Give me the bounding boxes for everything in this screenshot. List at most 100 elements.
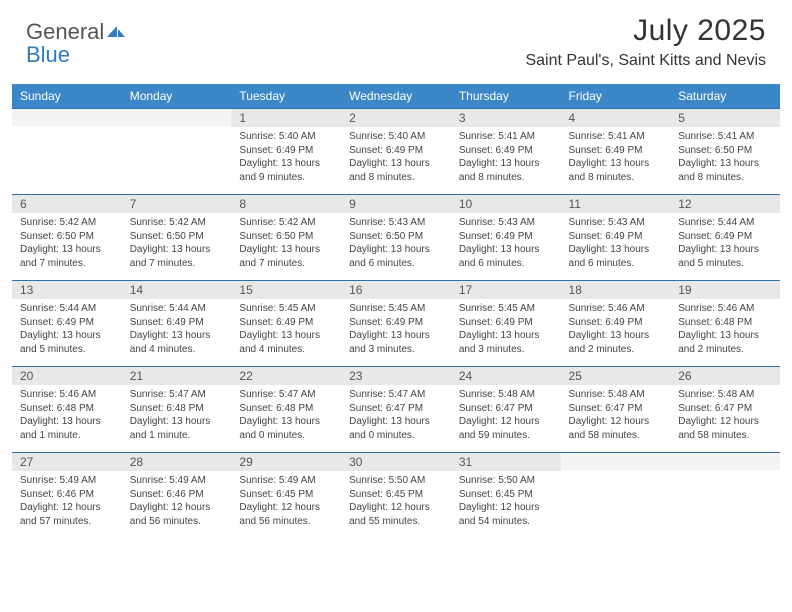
sunset-value: 6:47 PM [496,403,533,414]
calendar-day: 24Sunrise: 5:48 AMSunset: 6:47 PMDayligh… [451,367,561,453]
day-details: Sunrise: 5:49 AMSunset: 6:46 PMDaylight:… [12,471,122,532]
day-details: Sunrise: 5:43 AMSunset: 6:50 PMDaylight:… [341,213,451,274]
daylight-line: Daylight: 12 hours and 59 minutes. [459,415,553,442]
location-text: Saint Paul's, Saint Kitts and Nevis [525,52,766,70]
calendar-day: 13Sunrise: 5:44 AMSunset: 6:49 PMDayligh… [12,281,122,367]
sunrise-label: Sunrise: [349,217,388,228]
sunset-line: Sunset: 6:48 PM [239,402,333,416]
sunrise-line: Sunrise: 5:42 AM [20,216,114,230]
sunset-line: Sunset: 6:47 PM [569,402,663,416]
sunset-value: 6:49 PM [496,317,533,328]
brand-logo: GeneralBlue [26,14,126,66]
calendar-day: 4Sunrise: 5:41 AMSunset: 6:49 PMDaylight… [561,109,671,195]
sunset-value: 6:49 PM [166,317,203,328]
day-number: 30 [341,453,451,471]
sunset-line: Sunset: 6:47 PM [459,402,553,416]
day-details: Sunrise: 5:47 AMSunset: 6:48 PMDaylight:… [231,385,341,446]
day-number: 1 [231,109,341,127]
sunrise-line: Sunrise: 5:42 AM [130,216,224,230]
sunset-value: 6:49 PM [496,231,533,242]
day-number: 26 [670,367,780,385]
daylight-line: Daylight: 13 hours and 6 minutes. [459,243,553,270]
sunrise-label: Sunrise: [20,475,59,486]
sunrise-line: Sunrise: 5:44 AM [678,216,772,230]
sunrise-line: Sunrise: 5:46 AM [569,302,663,316]
sunset-line: Sunset: 6:48 PM [130,402,224,416]
sunrise-value: 5:44 AM [59,303,96,314]
sunrise-line: Sunrise: 5:50 AM [349,474,443,488]
daylight-line: Daylight: 13 hours and 6 minutes. [569,243,663,270]
sunrise-label: Sunrise: [239,475,278,486]
day-details: Sunrise: 5:44 AMSunset: 6:49 PMDaylight:… [670,213,780,274]
day-details: Sunrise: 5:42 AMSunset: 6:50 PMDaylight:… [12,213,122,274]
sunrise-line: Sunrise: 5:49 AM [239,474,333,488]
sunset-value: 6:45 PM [276,489,313,500]
day-number: 23 [341,367,451,385]
daylight-line: Daylight: 13 hours and 2 minutes. [569,329,663,356]
weekday-header: Saturday [670,84,780,109]
sunset-line: Sunset: 6:48 PM [20,402,114,416]
sunrise-line: Sunrise: 5:48 AM [569,388,663,402]
day-number: 7 [122,195,232,213]
sunset-line: Sunset: 6:49 PM [459,230,553,244]
sunset-value: 6:49 PM [276,317,313,328]
calendar-empty [670,453,780,539]
sunset-value: 6:49 PM [386,317,423,328]
daylight-label: Daylight: [239,416,281,427]
sunset-value: 6:45 PM [496,489,533,500]
sunrise-line: Sunrise: 5:46 AM [20,388,114,402]
calendar-day: 31Sunrise: 5:50 AMSunset: 6:45 PMDayligh… [451,453,561,539]
daylight-label: Daylight: [20,244,62,255]
sunset-label: Sunset: [459,317,496,328]
sunrise-value: 5:47 AM [389,389,426,400]
daylight-label: Daylight: [459,416,501,427]
daylight-line: Daylight: 13 hours and 1 minute. [130,415,224,442]
daylight-line: Daylight: 13 hours and 6 minutes. [349,243,443,270]
calendar-day: 3Sunrise: 5:41 AMSunset: 6:49 PMDaylight… [451,109,561,195]
calendar-day: 17Sunrise: 5:45 AMSunset: 6:49 PMDayligh… [451,281,561,367]
sunset-label: Sunset: [459,403,496,414]
sunset-label: Sunset: [459,231,496,242]
daylight-label: Daylight: [459,158,501,169]
sunrise-value: 5:48 AM [718,389,755,400]
sunrise-label: Sunrise: [239,217,278,228]
sunset-value: 6:49 PM [386,145,423,156]
sunrise-label: Sunrise: [130,389,169,400]
daylight-label: Daylight: [349,330,391,341]
calendar-day: 20Sunrise: 5:46 AMSunset: 6:48 PMDayligh… [12,367,122,453]
sunset-line: Sunset: 6:45 PM [239,488,333,502]
sunrise-label: Sunrise: [569,303,608,314]
calendar-day: 8Sunrise: 5:42 AMSunset: 6:50 PMDaylight… [231,195,341,281]
daylight-line: Daylight: 13 hours and 0 minutes. [349,415,443,442]
day-details: Sunrise: 5:48 AMSunset: 6:47 PMDaylight:… [561,385,671,446]
day-details: Sunrise: 5:44 AMSunset: 6:49 PMDaylight:… [12,299,122,360]
sunrise-label: Sunrise: [569,131,608,142]
sunrise-value: 5:47 AM [169,389,206,400]
sunrise-line: Sunrise: 5:47 AM [349,388,443,402]
sunrise-label: Sunrise: [130,217,169,228]
sunset-label: Sunset: [20,403,57,414]
sunset-line: Sunset: 6:49 PM [349,316,443,330]
sunset-value: 6:48 PM [57,403,94,414]
sunrise-label: Sunrise: [678,131,717,142]
daylight-label: Daylight: [569,158,611,169]
weekday-header: Tuesday [231,84,341,109]
sunrise-value: 5:48 AM [608,389,645,400]
sunset-label: Sunset: [20,231,57,242]
sunset-line: Sunset: 6:45 PM [349,488,443,502]
sunrise-value: 5:49 AM [169,475,206,486]
calendar-table: SundayMondayTuesdayWednesdayThursdayFrid… [12,84,780,539]
day-number: 21 [122,367,232,385]
day-details: Sunrise: 5:50 AMSunset: 6:45 PMDaylight:… [451,471,561,532]
sunset-value: 6:48 PM [276,403,313,414]
sunset-value: 6:47 PM [715,403,752,414]
day-number: 28 [122,453,232,471]
sunrise-label: Sunrise: [20,217,59,228]
day-number: 17 [451,281,561,299]
day-details: Sunrise: 5:45 AMSunset: 6:49 PMDaylight:… [231,299,341,360]
sunset-label: Sunset: [130,403,167,414]
sunset-value: 6:49 PM [605,317,642,328]
daylight-line: Daylight: 12 hours and 58 minutes. [569,415,663,442]
sunset-label: Sunset: [20,317,57,328]
sunset-value: 6:46 PM [57,489,94,500]
